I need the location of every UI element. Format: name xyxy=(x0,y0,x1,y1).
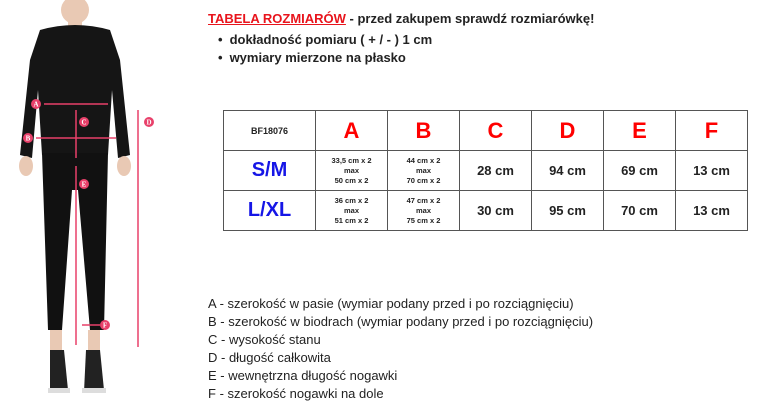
cell-a: 36 cm x 2 max 51 cm x 2 xyxy=(315,190,388,231)
cell-c: 30 cm xyxy=(459,190,532,231)
legend-key: A xyxy=(208,296,216,311)
column-header: C xyxy=(459,110,532,151)
column-header: E xyxy=(603,110,676,151)
cell-line: 36 cm x 2 xyxy=(334,195,369,205)
cell-line: max xyxy=(343,205,359,215)
size-label: L/XL xyxy=(223,190,316,231)
legend-key: E xyxy=(208,368,217,383)
cell-f: 13 cm xyxy=(675,150,748,191)
legend-item: E - wewnętrzna długość nogawki xyxy=(208,367,593,385)
size-table: BF18076 A B C D E F S/M 33,5 cm x 2 max 50… xyxy=(223,110,748,231)
model-measurement-illustration: A B C D E F xyxy=(19,0,154,393)
cell-line: 33,5 cm x 2 xyxy=(331,155,372,165)
marker-c: C xyxy=(81,119,86,127)
size-label: S/M xyxy=(223,150,316,191)
cell-line: 50 cm x 2 xyxy=(334,175,369,185)
legend-key: D xyxy=(208,350,218,365)
legend-text: - szerokość nogawki na dole xyxy=(215,386,384,401)
cell-b: 47 cm x 2 max 75 cm x 2 xyxy=(387,190,460,231)
cell-line: 47 cm x 2 xyxy=(406,195,441,205)
cell-c: 28 cm xyxy=(459,150,532,191)
legend-key: B xyxy=(208,314,217,329)
table-row: L/XL 36 cm x 2 max 51 cm x 2 47 cm x 2 max 7… xyxy=(223,190,748,231)
cell-e: 70 cm xyxy=(603,190,676,231)
legend-text: - długość całkowita xyxy=(217,350,331,365)
legend-text: - wysokość stanu xyxy=(217,332,321,347)
legend-text: - szerokość w biodrach (wymiar podany pr… xyxy=(216,314,594,329)
column-header: F xyxy=(675,110,748,151)
legend-text: - szerokość w pasie (wymiar podany przed… xyxy=(215,296,574,311)
product-code: BF18076 xyxy=(223,110,316,151)
table-row: S/M 33,5 cm x 2 max 50 cm x 2 44 cm x 2 max… xyxy=(223,150,748,191)
cell-f: 13 cm xyxy=(675,190,748,231)
cell-line: 51 cm x 2 xyxy=(334,215,369,225)
cell-line: 70 cm x 2 xyxy=(406,175,441,185)
marker-a: A xyxy=(33,101,38,109)
cell-line: max xyxy=(343,165,359,175)
cell-d: 95 cm xyxy=(531,190,604,231)
marker-e: E xyxy=(82,181,87,189)
measurement-lines xyxy=(36,103,139,347)
cell-line: 44 cm x 2 xyxy=(406,155,441,165)
legend-item: C - wysokość stanu xyxy=(208,331,593,349)
size-chart-header: TABELA ROZMIARÓW - przed zakupem sprawdź… xyxy=(208,11,594,26)
measurement-notes: dokładność pomiaru ( + / - ) 1 cm wymiar… xyxy=(218,31,433,67)
measurement-legend: A - szerokość w pasie (wymiar podany prz… xyxy=(208,295,593,403)
column-header: B xyxy=(387,110,460,151)
legend-text: - wewnętrzna długość nogawki xyxy=(216,368,398,383)
cell-line: max xyxy=(415,165,431,175)
cell-e: 69 cm xyxy=(603,150,676,191)
legend-item: F - szerokość nogawki na dole xyxy=(208,385,593,403)
column-header: A xyxy=(315,110,388,151)
note-accuracy: dokładność pomiaru ( + / - ) 1 cm xyxy=(218,31,433,49)
model-silhouette xyxy=(19,0,131,393)
cell-a: 33,5 cm x 2 max 50 cm x 2 xyxy=(315,150,388,191)
legend-key: C xyxy=(208,332,218,347)
column-header: D xyxy=(531,110,604,151)
marker-b: B xyxy=(26,135,31,143)
measurement-markers: A B C D E F xyxy=(23,99,154,330)
cell-b: 44 cm x 2 max 70 cm x 2 xyxy=(387,150,460,191)
cell-line: 75 cm x 2 xyxy=(406,215,441,225)
marker-f: F xyxy=(103,322,107,330)
legend-item: B - szerokość w biodrach (wymiar podany … xyxy=(208,313,593,331)
marker-d: D xyxy=(146,119,151,127)
legend-key: F xyxy=(208,386,216,401)
cell-line: max xyxy=(415,205,431,215)
legend-item: A - szerokość w pasie (wymiar podany prz… xyxy=(208,295,593,313)
legend-item: D - długość całkowita xyxy=(208,349,593,367)
size-chart-title: TABELA ROZMIARÓW xyxy=(208,11,346,26)
cell-d: 94 cm xyxy=(531,150,604,191)
note-flat-measure: wymiary mierzone na płasko xyxy=(218,49,432,67)
table-header-row: BF18076 A B C D E F xyxy=(223,110,748,151)
size-chart-subtitle: - przed zakupem sprawdź rozmiarówkę! xyxy=(345,11,595,26)
